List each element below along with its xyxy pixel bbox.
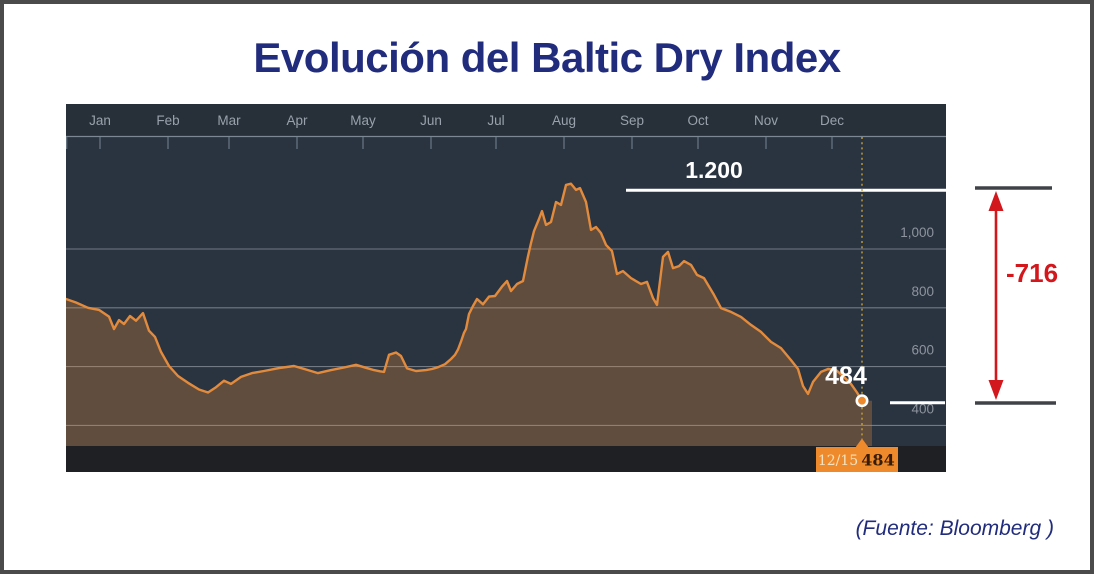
y-axis-label-1000: 1,000 [900, 225, 934, 240]
y-axis-label-400: 400 [911, 401, 934, 416]
bottom-strip [66, 446, 946, 472]
month-label-jan: Jan [89, 113, 111, 128]
month-label-nov: Nov [754, 113, 778, 128]
y-axis-label-600: 600 [911, 343, 934, 358]
month-label-may: May [350, 113, 376, 128]
month-label-feb: Feb [156, 113, 179, 128]
level-line-label: 1.200 [685, 157, 743, 183]
diff-arrowhead-up [988, 191, 1004, 211]
month-label-oct: Oct [687, 113, 708, 128]
diff-arrowhead-down [988, 380, 1004, 400]
month-label-sep: Sep [620, 113, 644, 128]
series-line [66, 182, 864, 402]
month-label-mar: Mar [217, 113, 241, 128]
month-label-apr: Apr [286, 113, 308, 128]
tooltip [816, 447, 898, 472]
source-note: (Fuente: Bloomberg ) [855, 517, 1054, 540]
month-label-jul: Jul [487, 113, 504, 128]
y-axis-label-800: 800 [911, 284, 934, 299]
page-title: Evolución del Baltic Dry Index [253, 34, 841, 81]
bdi-chart-region: 1,000 800 600 400 Jan Feb Mar Apr May Jun Jul Aug Se… [66, 104, 946, 472]
month-band [66, 104, 946, 136]
last-point-marker [855, 394, 869, 408]
chart-canvas: 1,000 800 600 400 Jan Feb Mar Apr May Jun Jul Aug Se… [66, 104, 946, 472]
month-label-aug: Aug [552, 113, 576, 128]
last-point-value-label: 484 [825, 362, 867, 390]
tooltip-value: 484 [861, 451, 894, 470]
tooltip-date: 12/15 [818, 453, 858, 469]
tooltip-notch [855, 438, 869, 448]
month-label-jun: Jun [420, 113, 442, 128]
diff-label: -716 [1006, 258, 1058, 288]
month-label-dec: Dec [820, 113, 844, 128]
